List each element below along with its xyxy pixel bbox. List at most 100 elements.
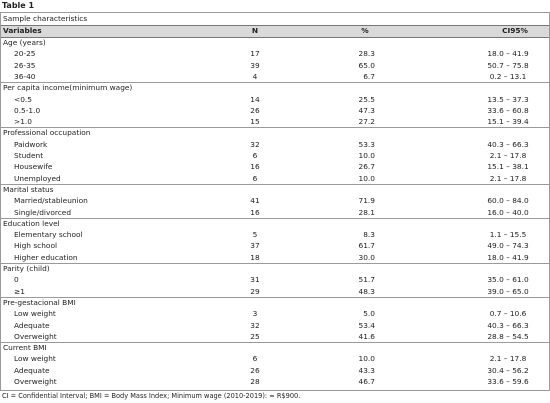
cell-percent: 10.0	[358, 151, 375, 160]
cell-n: 17	[250, 49, 260, 59]
cell-n: 5	[252, 230, 258, 240]
section-title: Pre-gestacional BMI	[3, 297, 76, 307]
cell-n: 32	[250, 139, 260, 149]
cell-ci: 13.5 – 37.3	[487, 94, 529, 104]
cell-ci: 2.1 – 17.8	[489, 354, 527, 364]
row-label: 20-25	[14, 49, 36, 59]
row-label: Student	[14, 151, 44, 160]
cell-ci: 40.3 – 66.3	[487, 320, 529, 330]
row-label: 0.5-1.0	[14, 105, 41, 115]
cell-n: 37	[250, 241, 260, 251]
row-label: 0	[14, 275, 19, 285]
row-label: Low weight	[14, 309, 56, 319]
cell-percent: 47.3	[358, 105, 375, 115]
cell-ci: 18.0 – 41.9	[487, 49, 529, 59]
cell-ci: 15.1 – 38.1	[487, 162, 529, 172]
row-separator	[0, 127, 550, 129]
cell-n: 32	[250, 320, 260, 330]
table-title: Table 1	[2, 1, 35, 10]
row-separator	[0, 263, 550, 264]
cell-ci: 18.0 – 41.9	[487, 252, 529, 262]
row-label: 36-40	[14, 71, 36, 81]
cell-percent: 28.3	[358, 49, 375, 59]
row-label: Overweight	[14, 377, 57, 386]
cell-percent: 8.3	[363, 230, 375, 240]
cell-ci: 28.8 – 54.5	[487, 331, 529, 341]
row-label: Unemployed	[14, 173, 61, 183]
row-separator	[0, 217, 550, 219]
cell-percent: 27.2	[358, 117, 375, 127]
cell-n: 26	[250, 105, 260, 115]
row-separator	[0, 296, 550, 298]
cell-percent: 5.0	[363, 309, 375, 319]
cell-n: 26	[250, 365, 260, 375]
section-title: Age (years)	[3, 38, 46, 47]
row-label: 26-35	[14, 60, 36, 70]
row-label: <0.5	[14, 94, 32, 104]
cell-ci: 33.6 – 59.6	[487, 377, 529, 386]
section-title: Current BMI	[3, 343, 47, 353]
cell-percent: 71.9	[358, 196, 375, 206]
section-title: Education level	[3, 218, 60, 228]
table-caption: Sample characteristics	[3, 14, 88, 23]
row-label: Single/divorced	[14, 207, 72, 217]
cell-percent: 10.0	[358, 354, 375, 364]
cell-ci: 40.3 – 66.3	[487, 139, 529, 149]
cell-percent: 53.3	[358, 139, 375, 149]
cell-percent: 65.0	[358, 60, 375, 70]
cell-percent: 26.7	[358, 162, 375, 172]
cell-ci: 2.1 – 17.8	[489, 173, 527, 183]
cell-percent: 41.6	[358, 331, 375, 341]
cell-percent: 53.4	[358, 320, 375, 330]
cell-ci: 1.1 – 15.5	[489, 230, 527, 240]
cell-n: 16	[250, 207, 260, 217]
row-label: Paidwork	[14, 139, 48, 149]
footnote: CI = Confidential Interval; BMI = Body M…	[2, 392, 301, 400]
cell-ci: 60.0 – 84.0	[487, 196, 529, 206]
cell-ci: 0.7 – 10.6	[489, 309, 527, 319]
row-separator	[0, 82, 550, 84]
header-cell: CI95%	[502, 26, 528, 35]
cell-percent: 25.5	[358, 94, 375, 104]
cell-percent: 48.3	[358, 286, 375, 296]
row-separator	[0, 342, 550, 344]
cell-percent: 6.7	[363, 71, 375, 81]
cell-n: 41	[250, 196, 260, 206]
section-title: Marital status	[3, 184, 54, 194]
cell-n: 28	[250, 377, 260, 386]
cell-ci: 15.1 – 39.4	[487, 117, 529, 127]
header-band	[1, 25, 549, 38]
cell-percent: 61.7	[358, 241, 375, 251]
row-label: Adequate	[14, 365, 50, 375]
cell-n: 6	[252, 151, 258, 160]
header-cell: N	[251, 26, 259, 35]
cell-n: 4	[252, 71, 258, 81]
cell-n: 15	[250, 117, 260, 127]
row-label: ≥1	[14, 286, 25, 296]
cell-n: 14	[250, 94, 260, 104]
cell-n: 6	[252, 173, 258, 183]
row-label: Housewife	[14, 162, 53, 172]
cell-percent: 43.3	[358, 365, 375, 375]
cell-percent: 30.0	[358, 252, 375, 262]
cell-percent: 10.0	[358, 173, 375, 183]
cell-ci: 2.1 – 17.8	[489, 151, 527, 160]
row-label: Higher education	[14, 252, 78, 262]
cell-n: 39	[250, 60, 260, 70]
cell-percent: 28.1	[358, 207, 375, 217]
row-label: Elementary school	[14, 230, 83, 240]
row-label: Low weight	[14, 354, 56, 364]
row-label: Adequate	[14, 320, 50, 330]
cell-n: 6	[252, 354, 258, 364]
cell-ci: 33.6 – 60.8	[487, 105, 529, 115]
cell-ci: 30.4 – 56.2	[487, 365, 529, 375]
row-label: >1.0	[14, 117, 32, 127]
cell-ci: 0.2 – 13.1	[489, 71, 527, 81]
cell-ci: 35.0 – 61.0	[487, 275, 529, 285]
row-separator	[0, 183, 550, 185]
cell-ci: 49.0 – 74.3	[487, 241, 529, 251]
row-label: Married/stableunion	[14, 196, 88, 206]
cell-percent: 46.7	[358, 377, 375, 386]
section-title: Per capita income(minimum wage)	[3, 83, 133, 93]
